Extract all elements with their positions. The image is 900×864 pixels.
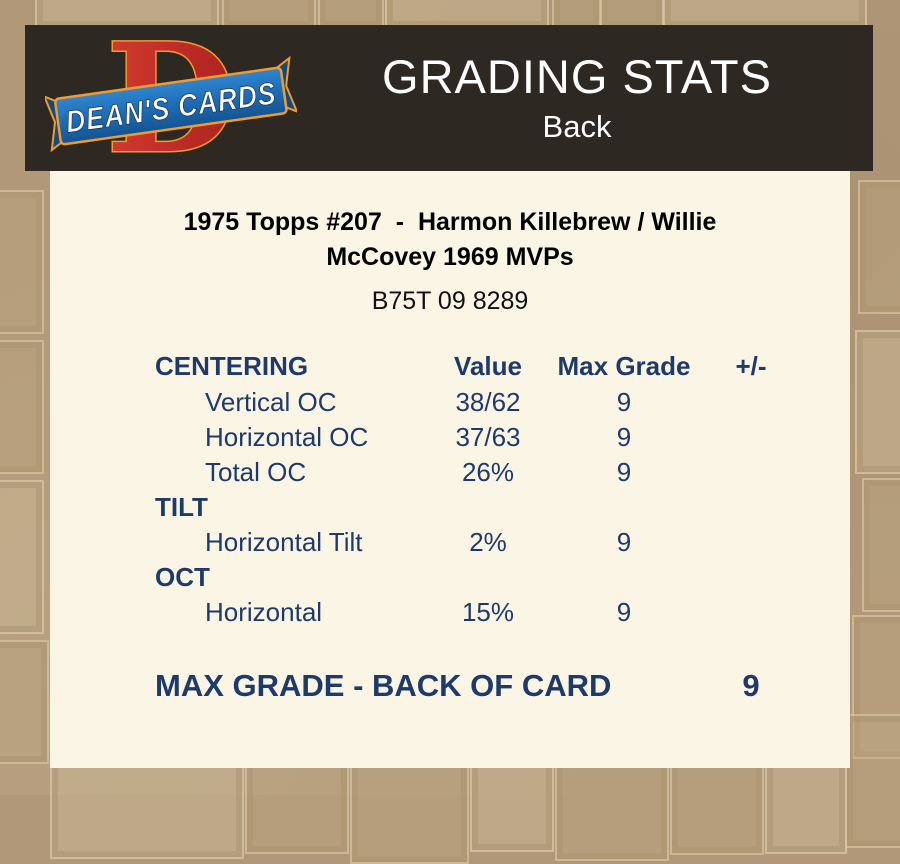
background-card xyxy=(0,480,44,634)
row-label: Horizontal xyxy=(205,597,323,627)
row-max-grade: 9 xyxy=(616,597,632,627)
table-row: Horizontal Tilt 2% 9 xyxy=(155,525,850,560)
background-card xyxy=(0,340,44,474)
row-max-grade: 9 xyxy=(616,527,632,557)
page-title: GRADING STATS xyxy=(382,50,772,103)
card-code: B75T 09 8289 xyxy=(371,287,529,315)
max-grade-summary-row: MAX GRADE - BACK OF CARD 9 xyxy=(155,668,850,704)
row-value: 2% xyxy=(469,527,507,557)
row-label: Total OC xyxy=(205,457,307,487)
row-max-grade: 9 xyxy=(616,457,632,487)
table-row: Total OC 26% 9 xyxy=(155,455,850,490)
header-text-block: GRADING STATS Back xyxy=(297,51,873,145)
background-card xyxy=(552,0,601,29)
max-grade-value: 9 xyxy=(742,668,760,703)
card-title: 1975 Topps #207 - Harmon Killebrew / Wil… xyxy=(183,208,717,271)
ribbon-banner-icon xyxy=(54,66,288,146)
row-label: Horizontal Tilt xyxy=(205,527,363,557)
background-card xyxy=(318,0,384,29)
table-row: Horizontal 15% 9 xyxy=(155,595,850,630)
background-card xyxy=(862,478,900,612)
column-header-max-grade: Max Grade xyxy=(557,351,691,381)
deans-cards-logo: D DEAN'S CARDS xyxy=(45,31,297,165)
page-subtitle: Back xyxy=(542,109,612,144)
row-max-grade: 9 xyxy=(616,422,632,452)
background-card xyxy=(385,0,549,29)
row-value: 37/63 xyxy=(455,422,521,452)
row-label: Vertical OC xyxy=(205,387,337,417)
section-header-oct: OCT xyxy=(155,560,850,595)
row-value: 26% xyxy=(461,457,515,487)
max-grade-label: MAX GRADE - BACK OF CARD xyxy=(155,668,612,703)
background-card xyxy=(855,330,900,474)
background-card xyxy=(222,0,316,29)
background-card xyxy=(0,190,44,334)
column-header-value: Value xyxy=(454,351,522,381)
background-card xyxy=(0,640,49,764)
section-name: OCT xyxy=(155,562,210,592)
background-card xyxy=(845,714,900,848)
grading-table: CENTERING Value Max Grade +/- Vertical O… xyxy=(50,348,850,630)
row-value: 15% xyxy=(461,597,515,627)
row-label: Horizontal OC xyxy=(205,422,369,452)
table-header-row: CENTERING Value Max Grade +/- xyxy=(155,348,850,385)
table-row: Horizontal OC 37/63 9 xyxy=(155,420,850,455)
row-max-grade: 9 xyxy=(616,387,632,417)
header-bar: D DEAN'S CARDS GRADING STATS Back xyxy=(25,25,873,171)
column-header-plus-minus: +/- xyxy=(735,351,767,381)
row-value: 38/62 xyxy=(455,387,521,417)
background-card xyxy=(858,180,900,314)
grading-panel: 1975 Topps #207 - Harmon Killebrew / Wil… xyxy=(50,171,850,768)
column-header-centering: CENTERING xyxy=(155,351,309,381)
background-card xyxy=(852,615,900,759)
section-header-tilt: TILT xyxy=(155,490,850,525)
table-row: Vertical OC 38/62 9 xyxy=(155,385,850,420)
section-name: TILT xyxy=(155,492,208,522)
